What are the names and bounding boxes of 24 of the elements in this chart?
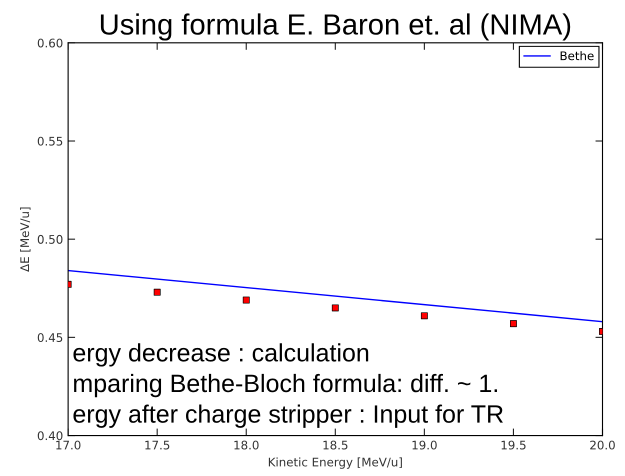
y-tick-label: 0.50	[38, 234, 62, 244]
point	[420, 312, 428, 320]
legend-label: Bethe	[560, 51, 594, 60]
x-tick-label: 17.5	[145, 440, 170, 450]
y-axis-title: ΔE [MeV/u]	[20, 207, 31, 272]
chart-title: Using formula E. Baron et. al (NIMA)	[100, 13, 570, 41]
x-tick-label: 20.0	[590, 440, 615, 450]
x-tick-label: 18.5	[323, 440, 348, 450]
point	[242, 296, 250, 304]
x-tick-label: 19.5	[502, 440, 526, 450]
annotation: ergy decrease : calculation	[73, 343, 368, 367]
x-tick-label: 18.0	[234, 440, 259, 450]
annotation: ergy after charge stripper : Input for TR	[73, 404, 503, 428]
y-tick-label: 0.60	[38, 38, 62, 48]
point	[332, 304, 339, 312]
x-tick-label: 19.0	[412, 440, 437, 450]
annotation: mparing Bethe-Bloch formula: diff. ~ 1.	[74, 374, 497, 398]
x-axis-title: Kinetic Energy [MeV/u]	[268, 457, 402, 469]
point	[154, 288, 161, 296]
y-tick-label: 0.45	[38, 333, 62, 342]
x-tick-label: 17.0	[56, 440, 80, 450]
y-tick-label: 0.55	[38, 136, 62, 146]
y-tick-label: 0.40	[38, 431, 62, 440]
point	[510, 320, 517, 328]
